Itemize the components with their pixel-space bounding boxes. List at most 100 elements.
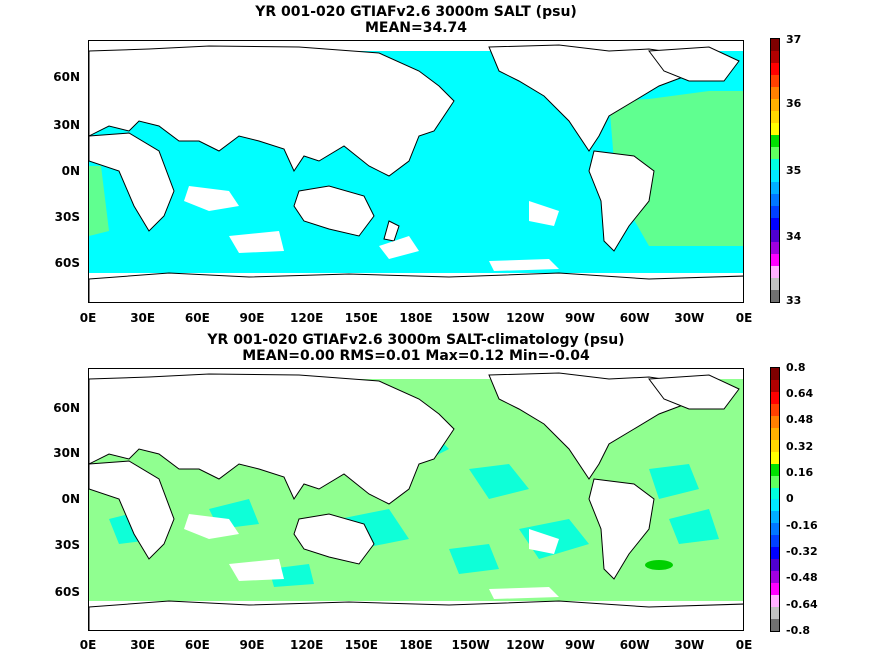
bottom-cbar-label: -0.16 bbox=[786, 519, 818, 532]
colorbar-swatch bbox=[771, 403, 779, 416]
colorbar-swatch bbox=[771, 278, 779, 291]
bottom-lon-label: 120E bbox=[290, 638, 324, 652]
colorbar-swatch bbox=[771, 218, 779, 231]
bottom-cbar-label: -0.64 bbox=[786, 598, 818, 611]
colorbar-swatch bbox=[771, 583, 779, 596]
colorbar-swatch bbox=[771, 427, 779, 440]
top-cbar-label-36: 36 bbox=[786, 97, 802, 110]
top-cbar-label-34: 34 bbox=[786, 230, 802, 243]
top-colorbar bbox=[770, 38, 780, 303]
bottom-lon-label: 150E bbox=[344, 638, 378, 652]
bottom-lon-label: 60W bbox=[619, 638, 650, 652]
colorbar-swatch bbox=[771, 439, 779, 452]
bottom-cbar-label: 0 bbox=[786, 492, 794, 505]
top-title-line1: YR 001-020 GTIAFv2.6 3000m SALT (psu) bbox=[255, 4, 577, 20]
colorbar-swatch bbox=[771, 50, 779, 63]
bottom-lat-0n: 0N bbox=[61, 492, 80, 506]
top-lon-label: 150W bbox=[451, 311, 490, 325]
bottom-cbar-label: -0.48 bbox=[786, 571, 818, 584]
top-lon-label: 120E bbox=[290, 311, 324, 325]
bottom-title-line1: YR 001-020 GTIAFv2.6 3000m SALT-climatol… bbox=[207, 332, 625, 348]
colorbar-swatch bbox=[771, 170, 779, 183]
colorbar-swatch bbox=[771, 475, 779, 488]
top-lon-label: 60E bbox=[184, 311, 210, 325]
top-lat-30n: 30N bbox=[53, 118, 80, 132]
bottom-lon-label: 120W bbox=[506, 638, 545, 652]
colorbar-swatch bbox=[771, 535, 779, 548]
bottom-lon-label: 0E bbox=[79, 638, 97, 652]
colorbar-swatch bbox=[771, 110, 779, 123]
top-lon-label: 180E bbox=[399, 311, 433, 325]
top-lat-0n: 0N bbox=[61, 164, 80, 178]
colorbar-swatch bbox=[771, 134, 779, 147]
colorbar-swatch bbox=[771, 619, 779, 631]
top-lon-label: 60W bbox=[619, 311, 650, 325]
bottom-cbar-label: 0.16 bbox=[786, 466, 814, 479]
colorbar-swatch bbox=[771, 254, 779, 267]
colorbar-swatch bbox=[771, 595, 779, 608]
colorbar-swatch bbox=[771, 547, 779, 560]
colorbar-swatch bbox=[771, 415, 779, 428]
top-title-line2: MEAN=34.74 bbox=[364, 20, 468, 36]
bottom-map bbox=[88, 368, 744, 631]
colorbar-swatch bbox=[771, 74, 779, 87]
bottom-lon-label: 90W bbox=[565, 638, 595, 652]
bottom-lon-label: 30W bbox=[674, 638, 705, 652]
top-lat-60n: 60N bbox=[53, 70, 80, 84]
colorbar-swatch bbox=[771, 290, 779, 302]
bottom-title-line2: MEAN=0.00 RMS=0.01 Max=0.12 Min=-0.04 bbox=[242, 348, 590, 364]
top-lon-label: 30W bbox=[674, 311, 705, 325]
colorbar-swatch bbox=[771, 146, 779, 159]
colorbar-swatch bbox=[771, 242, 779, 255]
colorbar-swatch bbox=[771, 86, 779, 99]
top-cbar-label-35: 35 bbox=[786, 164, 802, 177]
top-cbar-label-37: 37 bbox=[786, 33, 802, 46]
colorbar-swatch bbox=[771, 571, 779, 584]
bottom-cbar-label: 0.32 bbox=[786, 440, 814, 453]
top-lon-label: 0E bbox=[735, 311, 753, 325]
bottom-cbar-label: -0.32 bbox=[786, 545, 818, 558]
bottom-lon-label: 0E bbox=[735, 638, 753, 652]
bottom-lat-30s: 30S bbox=[54, 538, 80, 552]
top-lon-label: 120W bbox=[506, 311, 545, 325]
colorbar-swatch bbox=[771, 194, 779, 207]
colorbar-swatch bbox=[771, 451, 779, 464]
bottom-cbar-label: -0.8 bbox=[786, 624, 811, 637]
colorbar-swatch bbox=[771, 62, 779, 75]
colorbar-swatch bbox=[771, 463, 779, 476]
bottom-lon-label: 60E bbox=[184, 638, 210, 652]
colorbar-swatch bbox=[771, 499, 779, 512]
bottom-lat-30n: 30N bbox=[53, 446, 80, 460]
top-cbar-label-33: 33 bbox=[786, 294, 802, 307]
top-lat-30s: 30S bbox=[54, 210, 80, 224]
bottom-lon-label: 180E bbox=[399, 638, 433, 652]
bottom-cbar-label: 0.8 bbox=[786, 361, 806, 374]
colorbar-swatch bbox=[771, 98, 779, 111]
top-lon-label: 30E bbox=[130, 311, 156, 325]
colorbar-swatch bbox=[771, 607, 779, 620]
colorbar-swatch bbox=[771, 511, 779, 524]
colorbar-swatch bbox=[771, 39, 779, 51]
top-lon-label: 0E bbox=[79, 311, 97, 325]
colorbar-swatch bbox=[771, 182, 779, 195]
colorbar-swatch bbox=[771, 391, 779, 404]
top-map bbox=[88, 40, 744, 303]
colorbar-swatch bbox=[771, 266, 779, 279]
bottom-lon-label: 30E bbox=[130, 638, 156, 652]
bottom-lon-label: 90E bbox=[239, 638, 265, 652]
top-lon-label: 90E bbox=[239, 311, 265, 325]
colorbar-swatch bbox=[771, 559, 779, 572]
top-lon-label: 150E bbox=[344, 311, 378, 325]
colorbar-swatch bbox=[771, 230, 779, 243]
colorbar-swatch bbox=[771, 206, 779, 219]
colorbar-swatch bbox=[771, 379, 779, 392]
colorbar-swatch bbox=[771, 487, 779, 500]
bottom-lat-60s: 60S bbox=[54, 585, 80, 599]
bottom-cbar-label: 0.64 bbox=[786, 387, 814, 400]
bottom-cbar-label: 0.48 bbox=[786, 413, 814, 426]
colorbar-swatch bbox=[771, 523, 779, 536]
bottom-colorbar bbox=[770, 367, 780, 632]
colorbar-swatch bbox=[771, 158, 779, 171]
top-lat-60s: 60S bbox=[54, 256, 80, 270]
bottom-lat-60n: 60N bbox=[53, 401, 80, 415]
